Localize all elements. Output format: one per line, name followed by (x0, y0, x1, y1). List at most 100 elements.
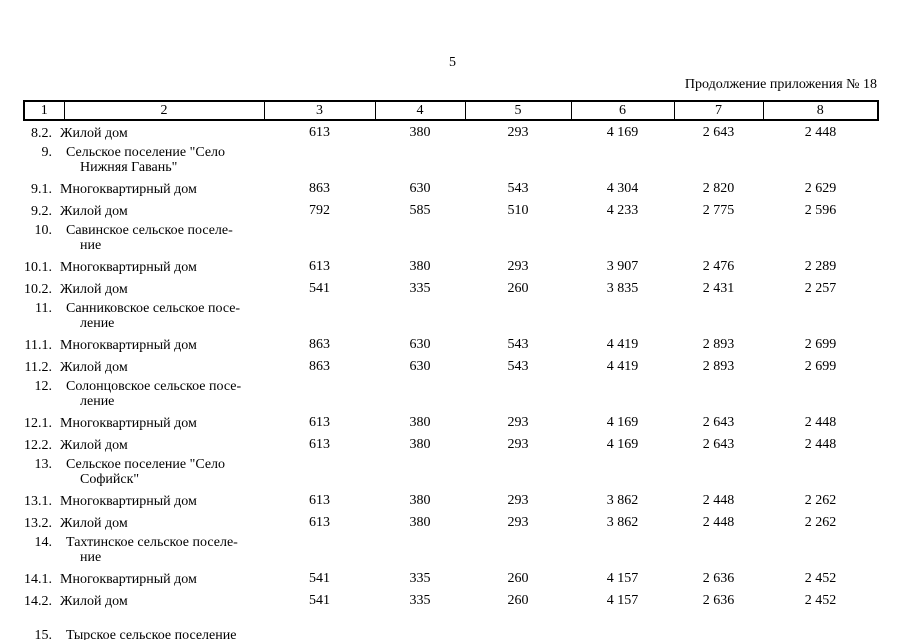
value-cell: 4 169 (606, 437, 639, 452)
column-number-header: 7 (673, 100, 764, 121)
value-cell: 4 169 (606, 125, 639, 140)
row-number: 11.2. (24, 360, 52, 375)
row-label-cell: 12.1. Многоквартирный дом (24, 411, 264, 433)
value-cell (763, 143, 878, 177)
value-cell: 2 699 (804, 337, 837, 352)
table-row: 14.1. Многоквартирный дом 541 335 260 4 1… (24, 567, 878, 589)
row-label-line-1: Солонцовское сельское посе- (66, 379, 242, 394)
value-cell: 380 (409, 493, 431, 508)
value-cell (465, 221, 571, 255)
row-label-line-1: Многоквартирный дом (60, 494, 197, 509)
row-label-cell: 13.1. Многоквартирный дом (24, 489, 264, 511)
row-number: 9. (41, 145, 53, 160)
value-cell: 543 (507, 337, 529, 352)
row-label-cell: 15. Тырское сельское поселение (24, 611, 264, 640)
value-cell: 4 169 (606, 415, 639, 430)
value-cell (763, 533, 878, 567)
row-label-line-2: ление (80, 316, 115, 331)
table-row: 10.1. Многоквартирный дом 613 380 293 3 9… (24, 255, 878, 277)
table-row: 13. Сельское поселение "Село Софийск" (24, 455, 878, 489)
value-cell (465, 377, 571, 411)
column-number-header: 2 (63, 100, 265, 121)
tariff-table: 1 2 3 4 5 6 7 8 8.2. Жилой дом 613 380 29… (23, 100, 879, 640)
row-number: 13. (34, 457, 53, 472)
value-cell: 4 233 (606, 203, 639, 218)
row-number: 12.2. (24, 438, 52, 453)
value-cell: 4 419 (606, 359, 639, 374)
row-number: 14. (34, 535, 53, 550)
value-cell (763, 455, 878, 489)
row-label-line-1: Тырское сельское поселение (66, 628, 237, 640)
value-cell (264, 377, 375, 411)
value-cell (465, 299, 571, 333)
value-cell: 613 (309, 437, 330, 452)
table-row: 11.2. Жилой дом 863 630 543 4 419 2 893 2… (24, 355, 878, 377)
value-cell: 2 448 (804, 415, 837, 430)
row-number: 10.1. (24, 260, 52, 275)
value-cell: 2 699 (804, 359, 837, 374)
value-cell (674, 143, 763, 177)
value-cell: 293 (507, 125, 529, 140)
row-label-cell: 9. Сельское поселение "Село Нижняя Гавань… (24, 143, 264, 177)
value-cell: 541 (309, 281, 330, 296)
row-label-line-1: Многоквартирный дом (60, 572, 197, 587)
row-number: 14.2. (24, 594, 52, 609)
table-body: 8.2. Жилой дом 613 380 293 4 169 2 643 2 … (24, 120, 878, 640)
value-cell (571, 221, 674, 255)
value-cell: 260 (507, 593, 529, 608)
row-label-line-1: Жилой дом (60, 516, 128, 531)
row-label-cell: 12.2. Жилой дом (24, 433, 264, 455)
table-row: 9.1. Многоквартирный дом 863 630 543 4 30… (24, 177, 878, 199)
value-cell (674, 611, 763, 640)
value-cell (571, 611, 674, 640)
value-cell: 3 907 (606, 259, 639, 274)
row-label-line-2: Софийск" (80, 472, 140, 487)
row-label-line-1: Сельское поселение "Село (66, 457, 226, 472)
value-cell (763, 611, 878, 640)
row-label-cell: 10. Савинское сельское поселе- ние (24, 221, 264, 255)
value-cell: 2 431 (702, 281, 735, 296)
value-cell: 2 448 (804, 125, 837, 140)
row-label-line-1: Многоквартирный дом (60, 338, 197, 353)
value-cell: 2 262 (804, 515, 837, 530)
row-label-cell: 13. Сельское поселение "Село Софийск" (24, 455, 264, 489)
value-cell: 2 289 (804, 259, 837, 274)
value-cell: 2 448 (702, 493, 735, 508)
value-cell: 630 (409, 337, 431, 352)
row-label-line-2: ние (80, 550, 102, 565)
value-cell: 541 (309, 571, 330, 586)
row-label-line-1: Санниковское сельское посе- (66, 301, 241, 316)
value-cell: 543 (507, 359, 529, 374)
value-cell (375, 533, 465, 567)
value-cell: 380 (409, 125, 431, 140)
row-label-cell: 14.1. Многоквартирный дом (24, 567, 264, 589)
table-row: 11.1. Многоквартирный дом 863 630 543 4 4… (24, 333, 878, 355)
value-cell: 335 (409, 571, 431, 586)
value-cell (674, 299, 763, 333)
table-row: 12. Солонцовское сельское посе- ление (24, 377, 878, 411)
value-cell: 613 (309, 259, 330, 274)
column-number-header: 4 (374, 100, 466, 121)
value-cell: 4 157 (606, 571, 639, 586)
value-cell: 293 (507, 493, 529, 508)
value-cell (375, 143, 465, 177)
value-cell: 260 (507, 571, 529, 586)
value-cell: 863 (309, 337, 330, 352)
table-row: 10.2. Жилой дом 541 335 260 3 835 2 431 2… (24, 277, 878, 299)
value-cell: 585 (409, 203, 431, 218)
value-cell (375, 299, 465, 333)
row-label-line-1: Сельское поселение "Село (66, 145, 226, 160)
row-label-cell: 11. Санниковское сельское посе- ление (24, 299, 264, 333)
value-cell: 380 (409, 437, 431, 452)
row-label-line-2: Нижняя Гавань" (80, 160, 178, 175)
value-cell (763, 299, 878, 333)
value-cell: 260 (507, 281, 529, 296)
value-cell: 335 (409, 593, 431, 608)
value-cell (674, 221, 763, 255)
value-cell (465, 533, 571, 567)
row-label-line-1: Жилой дом (60, 204, 128, 219)
value-cell: 863 (309, 181, 330, 196)
value-cell: 2 643 (702, 415, 735, 430)
table-row: 8.2. Жилой дом 613 380 293 4 169 2 643 2 … (24, 120, 878, 143)
row-label-cell: 9.1. Многоквартирный дом (24, 177, 264, 199)
